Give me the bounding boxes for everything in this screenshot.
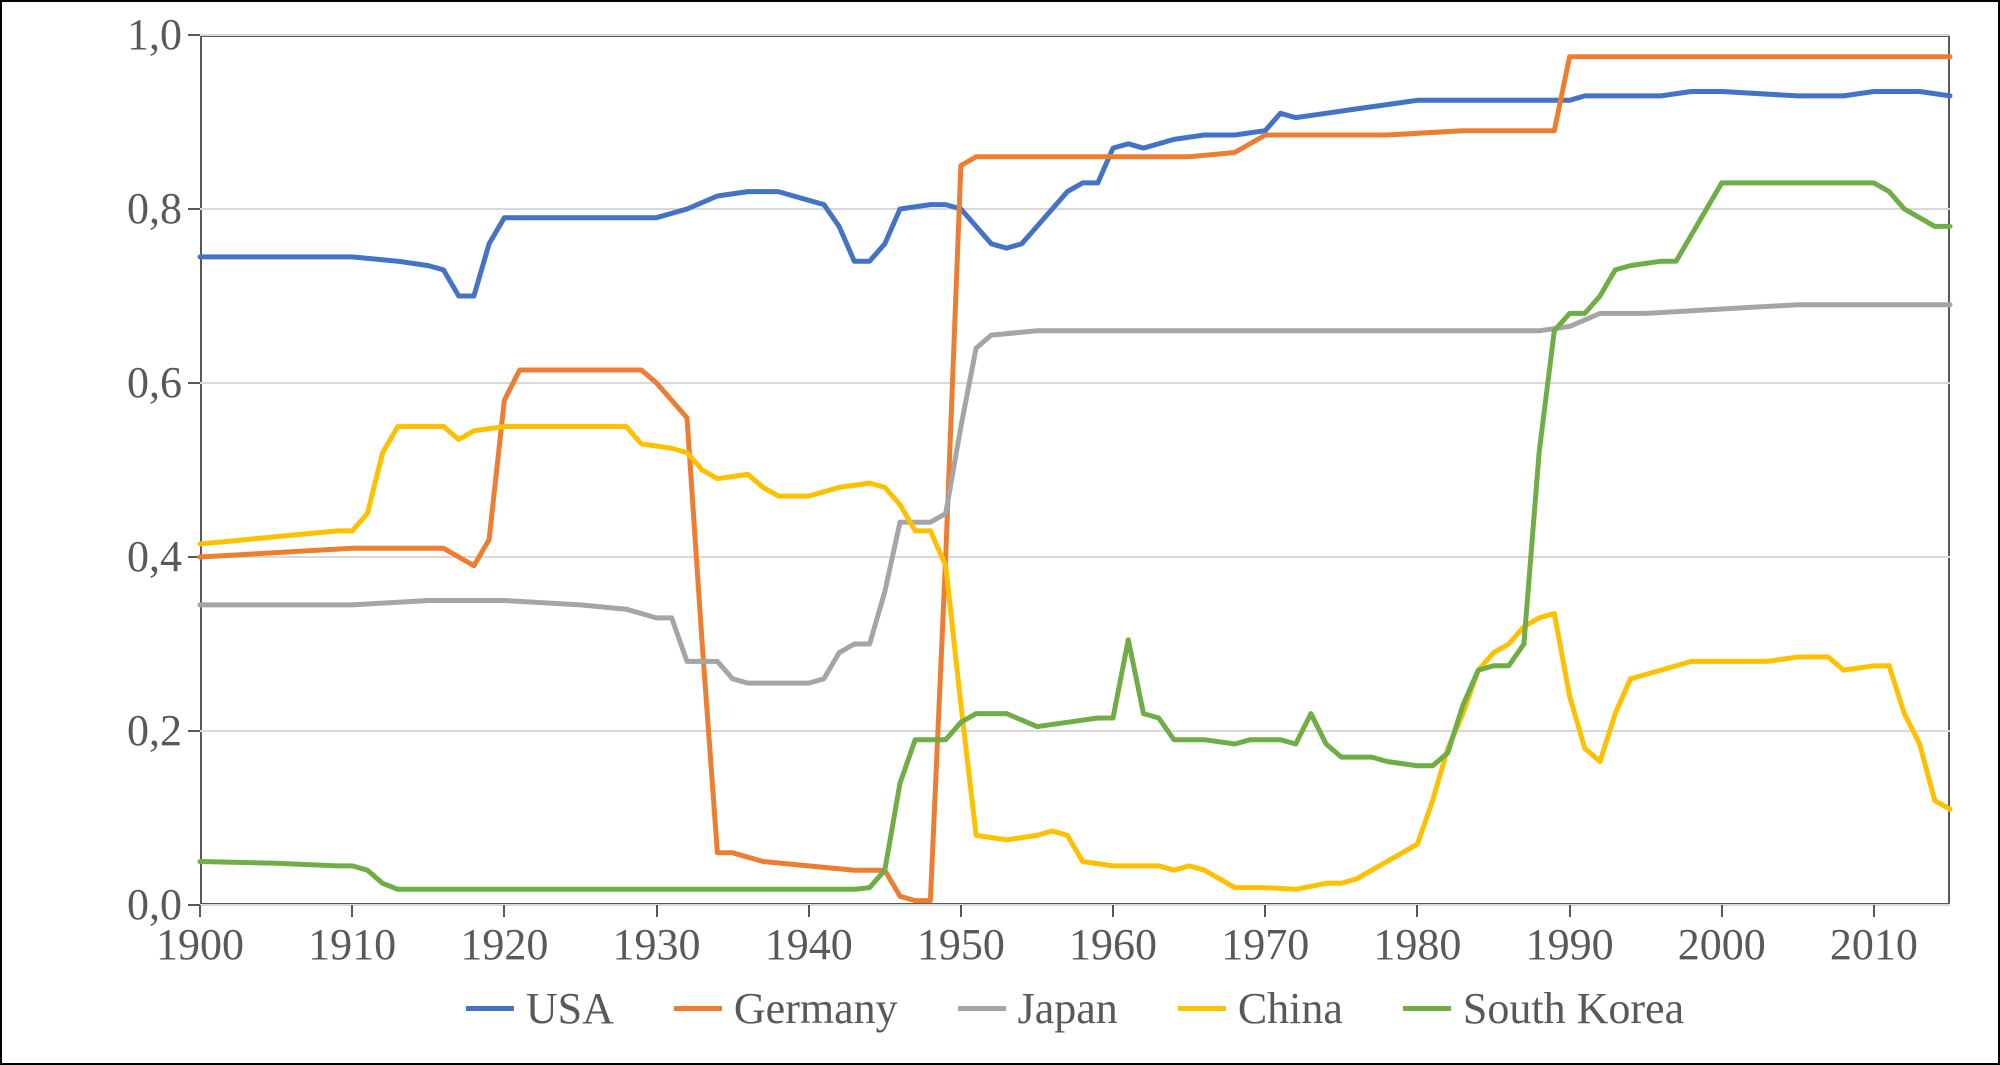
legend-label: Germany [734,983,898,1034]
series-lines [0,0,2000,1065]
legend-item-china: China [1178,983,1343,1034]
legend-item-usa: USA [466,983,614,1034]
legend-item-japan: Japan [958,983,1118,1034]
legend-swatch [1403,1006,1451,1011]
series-line-usa [200,92,1950,297]
legend-label: China [1238,983,1343,1034]
legend-label: USA [526,983,614,1034]
legend-swatch [958,1006,1006,1011]
legend-swatch [466,1006,514,1011]
legend-item-south-korea: South Korea [1403,983,1684,1034]
legend-label: Japan [1018,983,1118,1034]
series-line-germany [200,57,1950,901]
legend-item-germany: Germany [674,983,898,1034]
legend-swatch [1178,1006,1226,1011]
legend-swatch [674,1006,722,1011]
academic-freedom-chart: Academic freedom index 0,00,20,40,60,81,… [0,0,2000,1065]
legend: USA Germany Japan China South Korea [200,983,1950,1034]
series-line-china [200,427,1950,890]
series-line-japan [200,305,1950,683]
series-line-south-korea [200,183,1950,889]
legend-label: South Korea [1463,983,1684,1034]
